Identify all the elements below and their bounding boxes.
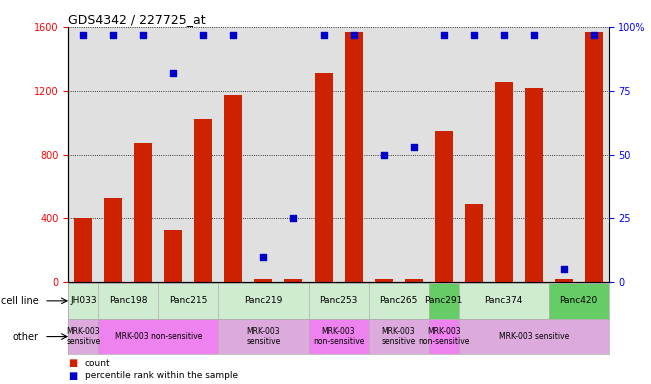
Text: MRK-003 non-sensitive: MRK-003 non-sensitive <box>115 332 202 341</box>
Bar <box>458 319 609 354</box>
Bar <box>158 283 219 319</box>
Text: ■: ■ <box>68 371 77 381</box>
Point <box>469 31 479 38</box>
Text: Panc219: Panc219 <box>244 296 283 305</box>
Bar <box>225 95 242 282</box>
Bar <box>428 319 458 354</box>
Text: MRK-003
sensitive: MRK-003 sensitive <box>66 327 100 346</box>
Text: Panc253: Panc253 <box>320 296 357 305</box>
Bar <box>458 283 549 319</box>
Point <box>78 31 89 38</box>
Text: Panc374: Panc374 <box>484 296 523 305</box>
Bar <box>68 319 98 354</box>
Point <box>529 31 539 38</box>
Bar <box>68 283 98 319</box>
Point <box>258 253 269 260</box>
Bar <box>428 283 458 319</box>
Text: other: other <box>12 331 38 342</box>
Point <box>438 31 449 38</box>
Bar <box>98 319 219 354</box>
Bar <box>104 198 122 282</box>
Bar <box>134 143 152 282</box>
Text: percentile rank within the sample: percentile rank within the sample <box>85 371 238 380</box>
Point <box>198 31 208 38</box>
Bar <box>219 283 309 319</box>
Bar <box>368 283 428 319</box>
Point <box>108 31 118 38</box>
Text: Panc198: Panc198 <box>109 296 148 305</box>
Point <box>288 215 299 222</box>
Bar <box>195 119 212 282</box>
Bar <box>314 73 333 282</box>
Bar <box>284 279 303 282</box>
Text: JH033: JH033 <box>70 296 97 305</box>
Bar <box>98 283 158 319</box>
Text: count: count <box>85 359 110 368</box>
Point <box>138 31 148 38</box>
Bar <box>495 82 512 282</box>
Bar <box>549 283 609 319</box>
Point <box>589 31 599 38</box>
Bar <box>525 88 543 282</box>
Bar <box>465 204 482 282</box>
Bar <box>309 319 368 354</box>
Bar <box>374 279 393 282</box>
Bar <box>219 319 309 354</box>
Text: Panc215: Panc215 <box>169 296 208 305</box>
Bar <box>555 279 573 282</box>
Bar <box>344 31 363 282</box>
Text: MRK-003
non-sensitive: MRK-003 non-sensitive <box>313 327 364 346</box>
Text: Panc265: Panc265 <box>380 296 418 305</box>
Point <box>348 31 359 38</box>
Text: Panc420: Panc420 <box>560 296 598 305</box>
Text: GDS4342 / 227725_at: GDS4342 / 227725_at <box>68 13 206 26</box>
Bar <box>368 319 428 354</box>
Bar <box>74 218 92 282</box>
Bar <box>404 279 422 282</box>
Point <box>378 151 389 157</box>
Point <box>229 31 239 38</box>
Bar <box>585 31 603 282</box>
Bar <box>435 131 452 282</box>
Point <box>559 266 569 273</box>
Point <box>318 31 329 38</box>
Text: MRK-003
sensitive: MRK-003 sensitive <box>246 327 281 346</box>
Text: MRK-003
non-sensitive: MRK-003 non-sensitive <box>418 327 469 346</box>
Point <box>168 70 178 76</box>
Text: MRK-003
sensitive: MRK-003 sensitive <box>381 327 416 346</box>
Bar <box>309 283 368 319</box>
Bar <box>255 279 273 282</box>
Bar <box>165 230 182 282</box>
Text: MRK-003 sensitive: MRK-003 sensitive <box>499 332 569 341</box>
Point <box>499 31 509 38</box>
Point <box>408 144 419 150</box>
Text: Panc291: Panc291 <box>424 296 463 305</box>
Text: ■: ■ <box>68 358 77 368</box>
Text: cell line: cell line <box>1 296 38 306</box>
